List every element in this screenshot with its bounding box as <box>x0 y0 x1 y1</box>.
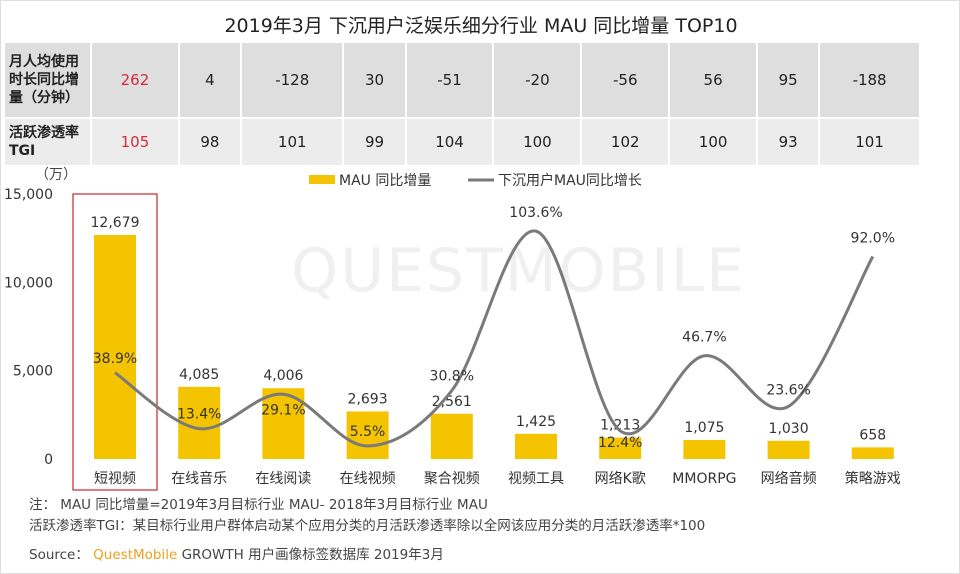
table-cell: 101 <box>240 117 344 165</box>
table-cell: 95 <box>756 43 820 118</box>
table-cell: -20 <box>492 43 582 118</box>
line-data-label: 38.9% <box>93 351 137 367</box>
bar-data-label: 2,561 <box>432 394 472 410</box>
bar <box>346 411 389 459</box>
table-cell: 104 <box>404 117 494 165</box>
table-cell: -56 <box>580 43 670 118</box>
metrics-table: 月人均使用时长同比增量（分钟） 262 4 -128 30 -51 -20 -5… <box>5 43 919 165</box>
source-brand: QuestMobile <box>93 547 178 563</box>
x-tick-label: 短视频 <box>94 471 136 487</box>
x-tick-label: MMORPG <box>672 471 736 487</box>
bar <box>515 433 557 459</box>
table-cell: 102 <box>580 117 670 165</box>
row-header: 月人均使用时长同比增量（分钟） <box>5 43 91 118</box>
line-data-label: 92.0% <box>851 231 895 247</box>
table-cell: -128 <box>240 43 344 118</box>
y-axis-unit: （万） <box>35 167 77 183</box>
y-tick-label: 5,000 <box>13 364 53 380</box>
table-cell: 99 <box>342 117 406 165</box>
bar <box>851 447 894 459</box>
chart-area: QUESTMOBILE MAU 同比增量 下沉用户MAU同比增长 （万） 0 5,… <box>4 167 901 491</box>
line-data-label: 12.4% <box>598 435 642 451</box>
table-cell: 30 <box>342 43 406 118</box>
table-cell: -51 <box>404 43 494 118</box>
source-label: Source： <box>29 547 89 563</box>
y-tick-label: 15,000 <box>4 187 53 203</box>
table-cell: 101 <box>818 117 919 165</box>
line-data-label: 13.4% <box>177 407 221 423</box>
table-cell: 262 <box>90 43 179 118</box>
bar <box>430 413 473 459</box>
bar-data-label: 4,085 <box>179 367 219 383</box>
line-data-label: 5.5% <box>350 424 386 440</box>
table-cell: 56 <box>668 43 758 118</box>
growth-line <box>114 229 875 448</box>
line-data-label: 103.6% <box>509 205 562 221</box>
bar-data-label: 1,425 <box>516 414 556 430</box>
note-line-2: 活跃渗透率TGI：某目标行业用户群体启动某个应用分类的月活跃渗透率除以全网该应用… <box>29 518 706 534</box>
legend: MAU 同比增量 下沉用户MAU同比增长 <box>309 172 642 189</box>
line-data-label: 46.7% <box>682 330 726 346</box>
table-cell: 98 <box>177 117 242 165</box>
x-tick-label: 策略游戏 <box>845 470 901 487</box>
line-data-label: 23.6% <box>766 382 810 398</box>
legend-bar-swatch <box>309 175 335 184</box>
table-cell: 100 <box>492 117 582 165</box>
bar-data-label: 658 <box>859 427 886 443</box>
bar <box>94 235 136 459</box>
watermark: QUESTMOBILE <box>291 236 746 306</box>
line-data-label: 30.8% <box>430 369 474 385</box>
line-data-label: 29.1% <box>261 402 305 418</box>
source-line: Source： QuestMobile GROWTH 用户画像标签数据库 201… <box>29 543 444 563</box>
legend-bar-label: MAU 同比增量 <box>339 173 431 189</box>
bar <box>767 440 810 459</box>
y-tick-label: 10,000 <box>4 275 53 291</box>
legend-line-label: 下沉用户MAU同比增长 <box>498 172 642 189</box>
chart-title: 2019年3月 下沉用户泛娱乐细分行业 MAU 同比增量 TOP10 <box>224 15 738 37</box>
source-text: GROWTH 用户画像标签数据库 2019年3月 <box>181 547 444 563</box>
x-tick-label: 在线音乐 <box>171 470 227 487</box>
bar-data-label: 2,693 <box>348 391 388 407</box>
y-tick-label: 0 <box>44 452 53 468</box>
bar-data-label: 4,006 <box>263 368 303 384</box>
row-header: 活跃渗透率TGI <box>5 117 91 165</box>
x-tick-label: 在线阅读 <box>255 470 311 487</box>
table-cell: 4 <box>177 43 242 118</box>
table-row: 活跃渗透率TGI 105 98 101 99 104 100 102 100 9… <box>5 117 919 165</box>
x-tick-label: 在线视频 <box>340 471 396 487</box>
bar-data-label: 1,213 <box>600 418 640 434</box>
table-cell: 100 <box>668 117 758 165</box>
x-tick-label: 视频工具 <box>508 471 564 487</box>
note-line-1: 注： MAU 同比增量=2019年3月目标行业 MAU- 2018年3月目标行业… <box>29 497 488 513</box>
table-cell: -188 <box>818 43 919 118</box>
x-tick-label: 聚合视频 <box>424 471 480 487</box>
table-cell: 93 <box>756 117 820 165</box>
bar <box>683 440 726 459</box>
bar-data-label: 12,679 <box>91 215 140 231</box>
highlight-box <box>72 193 158 491</box>
x-tick-label: 网络音频 <box>761 470 817 487</box>
bar-data-label: 1,075 <box>684 420 724 436</box>
bar-data-label: 1,030 <box>769 421 809 437</box>
bar <box>599 437 642 459</box>
x-tick-label: 网络K歌 <box>595 471 646 487</box>
table-row: 月人均使用时长同比增量（分钟） 262 4 -128 30 -51 -20 -5… <box>5 43 919 118</box>
table-cell: 105 <box>90 117 179 165</box>
